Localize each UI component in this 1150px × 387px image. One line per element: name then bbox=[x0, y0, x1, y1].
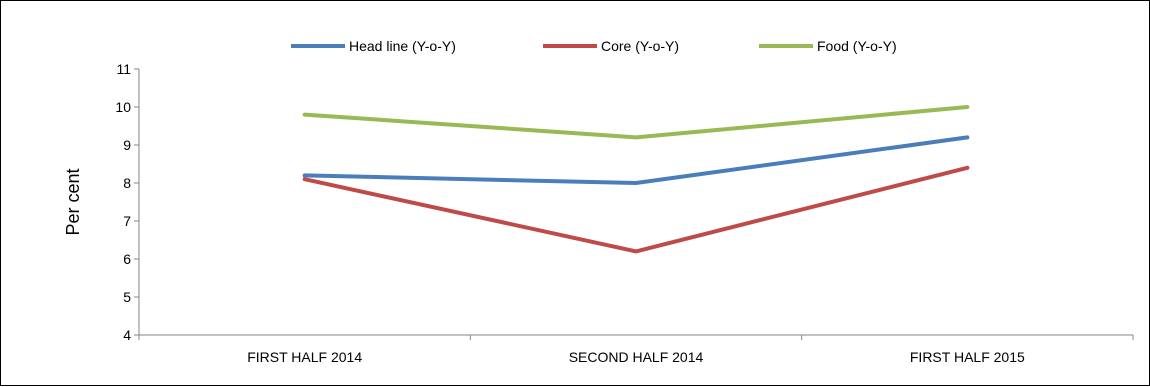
y-tick-label: 4 bbox=[123, 327, 131, 343]
y-tick-label: 6 bbox=[123, 251, 131, 267]
x-tick-label: FIRST HALF 2015 bbox=[910, 349, 1025, 365]
series-line-core-y-o-y bbox=[302, 165, 970, 254]
axes: 4 5 6 7 8 9 10 11 FIRST HALF 2014 SECOND HALF 201… bbox=[115, 61, 1134, 365]
y-tick-label: 7 bbox=[123, 213, 131, 229]
y-tick-label: 10 bbox=[115, 99, 131, 115]
y-tick-label: 8 bbox=[123, 175, 131, 191]
series-line-head-line-y-o-y bbox=[302, 135, 970, 185]
y-axis-label: Per cent bbox=[63, 168, 83, 235]
x-tick-label: SECOND HALF 2014 bbox=[569, 349, 704, 365]
x-tick-label: FIRST HALF 2014 bbox=[247, 349, 362, 365]
legend: Head line (Y-o-Y) Core (Y-o-Y) Food (Y-o-Y… bbox=[291, 38, 897, 54]
y-tick-label: 11 bbox=[116, 61, 131, 77]
legend-label-food-y-o-y: Food (Y-o-Y) bbox=[817, 38, 897, 54]
y-tick-label: 5 bbox=[123, 289, 131, 305]
series-line-food-y-o-y bbox=[302, 105, 970, 140]
series-lines bbox=[302, 105, 970, 254]
y-tick-label: 9 bbox=[123, 137, 131, 153]
legend-label-core-y-o-y: Core (Y-o-Y) bbox=[601, 38, 679, 54]
legend-label-head-line-y-o-y: Head line (Y-o-Y) bbox=[349, 38, 456, 54]
